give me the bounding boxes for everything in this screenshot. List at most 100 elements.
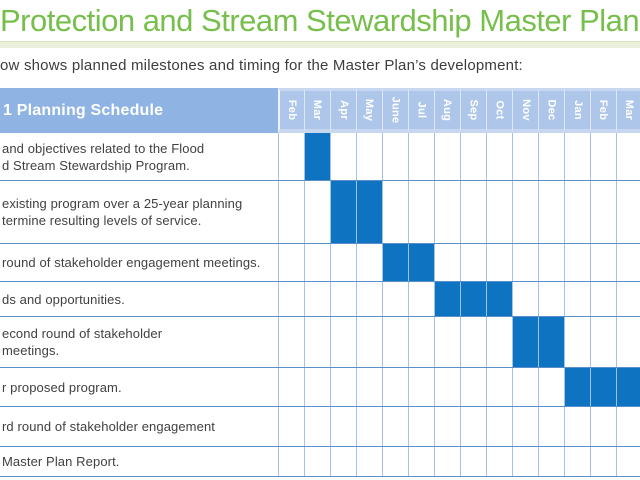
gantt-cell (330, 133, 356, 180)
gantt-cell (460, 407, 486, 446)
gantt-cell (304, 368, 330, 406)
gantt-cell (564, 447, 590, 476)
gantt-cell (330, 244, 356, 281)
gantt-cell (434, 447, 460, 476)
gantt-cell (616, 317, 640, 367)
milestone-label: ds and opportunities. (0, 282, 278, 316)
gantt-cell (278, 244, 304, 281)
month-header-label: Jan (571, 100, 584, 120)
gantt-cell (590, 181, 616, 243)
month-header-feb-0: Feb (278, 88, 304, 133)
gantt-cell (564, 181, 590, 243)
gantt-cell-filled (564, 368, 590, 406)
milestone-label-line: econd round of stakeholder (2, 326, 163, 341)
month-header-label: Oct (493, 100, 506, 120)
gantt-cell (278, 317, 304, 367)
gantt-cell (356, 447, 382, 476)
gantt-cell (278, 181, 304, 243)
gantt-cell (382, 447, 408, 476)
gantt-cell (330, 282, 356, 316)
gantt-cell (616, 447, 640, 476)
gantt-cell (590, 407, 616, 446)
month-header-apr-2: Apr (330, 88, 356, 133)
gantt-cell (564, 133, 590, 180)
month-header-label: Feb (286, 99, 298, 121)
month-header-label: Jul (415, 101, 428, 119)
month-header-mar-13: Mar (616, 88, 640, 133)
month-header-nov-9: Nov (512, 88, 538, 133)
gantt-cell (512, 133, 538, 180)
gantt-cell (538, 447, 564, 476)
gantt-cell (616, 244, 640, 281)
gantt-cell (486, 133, 512, 180)
month-header-group: Feb Mar Apr May June Jul Aug Sep Oct Nov Dec Jan Feb… (278, 88, 640, 133)
gantt-cell (434, 133, 460, 180)
gantt-cell (356, 407, 382, 446)
month-header-aug-6: Aug (434, 88, 460, 133)
gantt-cell (512, 181, 538, 243)
title-divider (0, 41, 640, 48)
gantt-cell (278, 447, 304, 476)
gantt-cell-filled (460, 282, 486, 316)
gantt-cell (434, 407, 460, 446)
month-header-june-4: June (382, 88, 408, 133)
gantt-cell (304, 447, 330, 476)
schedule-row: Master Plan Report. (0, 447, 640, 477)
gantt-cell (460, 368, 486, 406)
milestone-label-line: round of stakeholder engagement meetings… (2, 255, 261, 270)
milestone-label-line: existing program over a 25-year planning (2, 196, 243, 211)
milestone-label-line: d Stream Stewardship Program. (2, 157, 190, 173)
month-header-mar-1: Mar (304, 88, 330, 133)
gantt-cell (330, 447, 356, 476)
gantt-cell (434, 368, 460, 406)
gantt-cell-filled (382, 244, 408, 281)
milestone-label-line: and objectives related to the Flood (2, 140, 205, 156)
month-header-label: Dec (545, 99, 558, 121)
month-header-label: Feb (597, 99, 610, 121)
table-body: and objectives related to the Flood d Str… (0, 133, 640, 477)
gantt-cell (564, 317, 590, 367)
gantt-cell (590, 317, 616, 367)
gantt-cell (382, 282, 408, 316)
month-header-label: Aug (441, 98, 454, 122)
gantt-cell (616, 181, 640, 243)
gantt-cell (382, 368, 408, 406)
gantt-cell (408, 181, 434, 243)
month-header-label: Nov (519, 99, 532, 121)
month-header-may-3: May (356, 88, 382, 133)
gantt-cell (382, 407, 408, 446)
gantt-cell (356, 317, 382, 367)
gantt-cell (538, 407, 564, 446)
gantt-cell (356, 133, 382, 180)
gantt-cell (408, 317, 434, 367)
gantt-cell (382, 317, 408, 367)
gantt-cell (460, 244, 486, 281)
gantt-cell (460, 447, 486, 476)
gantt-cell (538, 368, 564, 406)
gantt-cell (434, 317, 460, 367)
month-header-label: June (389, 96, 402, 124)
gantt-cell (278, 407, 304, 446)
planning-schedule-gantt: 1 Planning Schedule Feb Mar Apr May June Jul A… (0, 88, 640, 477)
month-header-label: Apr (337, 100, 350, 120)
month-header-oct-8: Oct (486, 88, 512, 133)
milestone-label-line: rd round of stakeholder engagement (2, 419, 215, 434)
gantt-cell (616, 282, 640, 316)
gantt-cell (512, 244, 538, 281)
gantt-cell (538, 133, 564, 180)
gantt-cell (304, 282, 330, 316)
gantt-cell (278, 282, 304, 316)
schedule-row: r proposed program. (0, 368, 640, 407)
gantt-cell (538, 282, 564, 316)
schedule-row: round of stakeholder engagement meetings… (0, 244, 640, 282)
schedule-row: ds and opportunities. (0, 282, 640, 317)
milestone-label: r proposed program. (0, 368, 278, 406)
month-header-label: Mar (623, 99, 636, 121)
gantt-cell (486, 407, 512, 446)
gantt-cell (382, 181, 408, 243)
month-header-jan-11: Jan (564, 88, 590, 133)
gantt-cell (330, 368, 356, 406)
gantt-cell (434, 181, 460, 243)
milestone-label-line: ds and opportunities. (2, 291, 125, 307)
gantt-cell (408, 368, 434, 406)
